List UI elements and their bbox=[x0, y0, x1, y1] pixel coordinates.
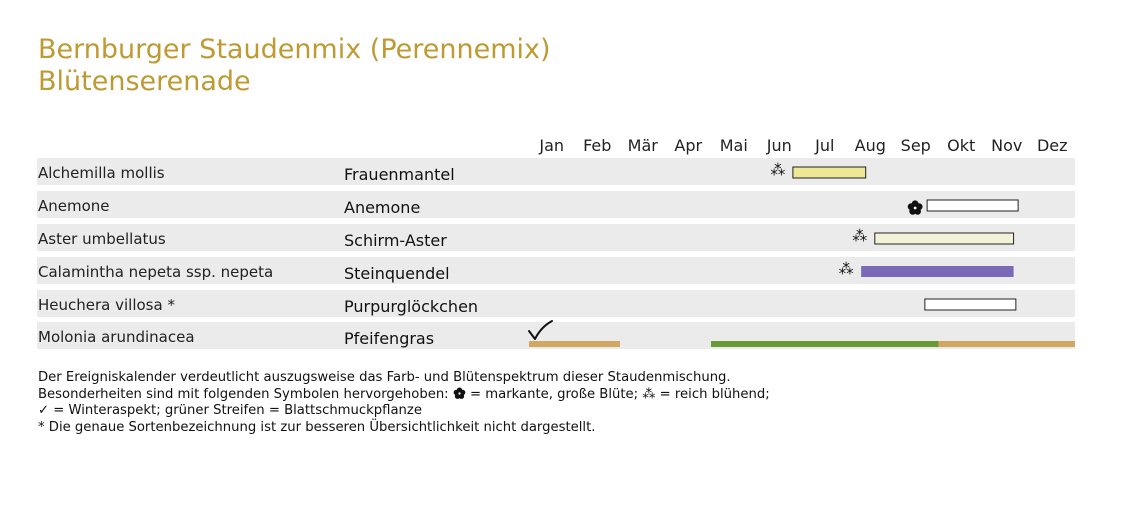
row-5-latin-name: Molonia arundinacea bbox=[38, 328, 195, 346]
month-label-7: Aug bbox=[855, 136, 886, 155]
legend-text: = markante, große Blüte; bbox=[465, 386, 643, 402]
row-0-background bbox=[37, 158, 1075, 185]
row-5-bar-2-winteraspekt bbox=[938, 341, 1075, 347]
asterism-icon: ⁂ bbox=[642, 386, 656, 402]
row-0-german-name: Frauenmantel bbox=[344, 165, 455, 184]
month-label-3: Apr bbox=[674, 136, 702, 155]
row-2-asterism-icon: ⁂ bbox=[852, 227, 867, 245]
row-1-german-name: Anemone bbox=[344, 198, 420, 217]
row-1-latin-name: Anemone bbox=[38, 197, 110, 215]
row-5-checkmark-icon bbox=[528, 320, 553, 340]
row-5-bar-0-winteraspekt bbox=[529, 341, 620, 347]
legend-line-3: ✓ = Winteraspekt; grüner Streifen = Blat… bbox=[38, 403, 422, 418]
row-4-bar-0-bloom bbox=[924, 298, 1017, 311]
month-label-10: Nov bbox=[991, 136, 1022, 155]
chart-title: Bernburger Staudenmix (Perennemix) Blüte… bbox=[38, 34, 551, 98]
month-label-9: Okt bbox=[947, 136, 975, 155]
month-label-0: Jan bbox=[538, 136, 564, 155]
row-3-asterism-icon: ⁂ bbox=[839, 260, 854, 278]
row-3-german-name: Steinquendel bbox=[344, 264, 450, 283]
row-2-bar-0-bloom bbox=[874, 232, 1015, 245]
title-line-2: Blütenserenade bbox=[38, 66, 251, 97]
legend-text: Besonderheiten sind mit folgenden Symbol… bbox=[38, 386, 453, 402]
month-label-2: Mär bbox=[628, 136, 659, 155]
row-2-german-name: Schirm-Aster bbox=[344, 231, 447, 250]
row-3-latin-name: Calamintha nepeta ssp. nepeta bbox=[38, 263, 273, 281]
row-4-background bbox=[37, 290, 1075, 317]
flower-icon bbox=[453, 386, 466, 399]
month-label-1: Feb bbox=[583, 136, 611, 155]
legend: Der Ereigniskalender verdeutlicht auszug… bbox=[38, 370, 770, 436]
row-0-bar-0-bloom bbox=[792, 166, 867, 179]
legend-text: = reich blühend; bbox=[655, 386, 770, 402]
month-label-8: Sep bbox=[901, 136, 931, 155]
month-label-6: Jul bbox=[814, 136, 834, 155]
row-5-bar-1-blattschmuck bbox=[711, 341, 939, 347]
title-line-1: Bernburger Staudenmix (Perennemix) bbox=[38, 34, 551, 65]
legend-line-4: * Die genaue Sortenbezeichnung ist zur b… bbox=[38, 419, 596, 435]
month-label-5: Jun bbox=[766, 136, 792, 155]
legend-line-2: Besonderheiten sind mit folgenden Symbol… bbox=[38, 387, 770, 404]
month-label-11: Dez bbox=[1037, 136, 1068, 155]
row-0-asterism-icon: ⁂ bbox=[770, 161, 785, 179]
row-4-german-name: Purpurglöckchen bbox=[344, 297, 478, 316]
row-1-background bbox=[37, 191, 1075, 218]
row-0-latin-name: Alchemilla mollis bbox=[38, 164, 165, 182]
row-4-latin-name: Heuchera villosa * bbox=[38, 296, 175, 314]
month-label-4: Mai bbox=[720, 136, 748, 155]
row-5-german-name: Pfeifengras bbox=[344, 329, 434, 348]
row-1-flower-icon bbox=[907, 200, 923, 215]
row-2-latin-name: Aster umbellatus bbox=[38, 230, 166, 248]
row-3-bar-0-bloom bbox=[861, 266, 1014, 277]
row-1-bar-0-bloom bbox=[926, 199, 1019, 212]
legend-line-1: Der Ereigniskalender verdeutlicht auszug… bbox=[38, 370, 731, 385]
